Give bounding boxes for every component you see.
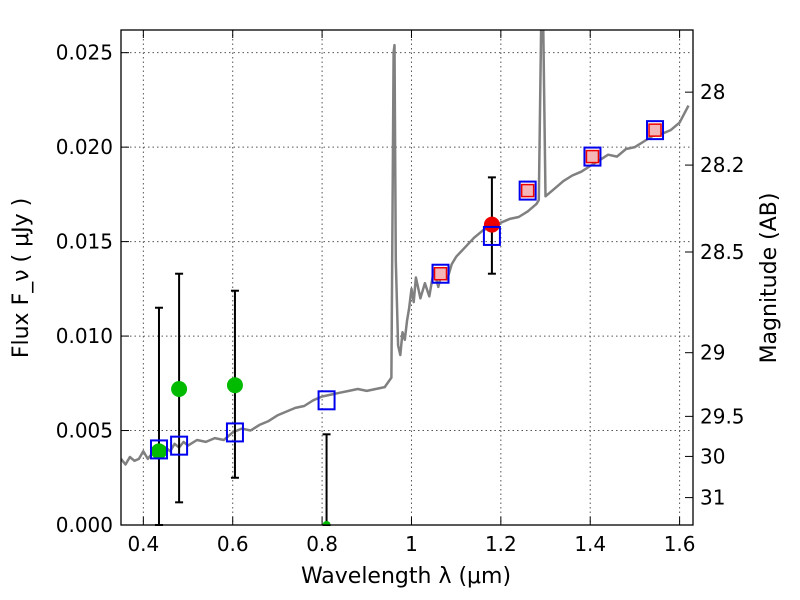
data-markers bbox=[149, 120, 665, 525]
magnitude-tick-label: 28.5 bbox=[700, 240, 745, 264]
x-tick-label: 0.4 bbox=[127, 532, 159, 556]
model-photometry-marker bbox=[149, 439, 168, 460]
magnitude-tick-label: 28 bbox=[700, 80, 725, 104]
x-tick-label: 0.6 bbox=[217, 532, 249, 556]
detection-marker bbox=[433, 266, 448, 281]
x-tick-label: 0.8 bbox=[306, 532, 338, 556]
magnitude-tick-labels: 28 28.2 28.5 29 29.5 30 31 bbox=[700, 80, 745, 509]
plot-frame bbox=[120, 29, 694, 526]
y-tick-label: 0.020 bbox=[56, 135, 113, 159]
model-photometry-marker bbox=[583, 146, 602, 167]
magnitude-axis-title: Magnitude (AB) bbox=[757, 193, 782, 364]
flux-point-marker bbox=[150, 443, 167, 460]
model-photometry-marker bbox=[482, 225, 501, 246]
magnitude-tick-label: 30 bbox=[700, 444, 725, 468]
detection-marker bbox=[585, 149, 600, 164]
x-tick-label: 1 bbox=[405, 532, 418, 556]
magnitude-tick-label: 28.2 bbox=[700, 153, 745, 177]
error-bars bbox=[154, 176, 496, 526]
x-axis-title: Wavelength λ (μm) bbox=[301, 564, 511, 589]
magnitude-tick-label: 29.5 bbox=[700, 404, 745, 428]
sed-template-line bbox=[121, 30, 690, 466]
flux-point-marker bbox=[322, 521, 331, 525]
detection-marker bbox=[648, 123, 662, 137]
y-tick-label: 0.015 bbox=[56, 230, 113, 254]
flux-point-marker bbox=[483, 216, 500, 233]
x-tick-label: 1.4 bbox=[574, 532, 606, 556]
axis-ticks bbox=[121, 30, 693, 526]
x-tick-label: 1.2 bbox=[485, 532, 517, 556]
sed-series bbox=[121, 30, 690, 466]
y-tick-label: 0.025 bbox=[56, 41, 113, 65]
magnitude-tick-label: 31 bbox=[700, 486, 725, 510]
magnitude-tick-label: 29 bbox=[700, 341, 725, 365]
model-photometry-marker bbox=[170, 435, 189, 456]
y-axis-title: Flux F_ν ( μJy ) bbox=[9, 198, 34, 358]
y-tick-label: 0.000 bbox=[56, 513, 113, 537]
grid-lines bbox=[121, 30, 693, 525]
y-tick-label: 0.005 bbox=[56, 419, 113, 443]
model-photometry-marker bbox=[431, 263, 450, 284]
model-photometry-marker bbox=[646, 120, 665, 141]
flux-point-marker bbox=[226, 377, 243, 394]
x-tick-labels: 0.4 0.6 0.8 1 1.2 1.4 1.6 bbox=[127, 532, 695, 556]
detection-marker bbox=[520, 183, 535, 198]
y-tick-labels: 0.000 0.005 0.010 0.015 0.020 0.025 bbox=[56, 41, 113, 537]
model-photometry-marker bbox=[518, 180, 537, 201]
model-photometry-marker bbox=[317, 390, 336, 411]
y-tick-label: 0.010 bbox=[56, 324, 113, 348]
model-photometry-marker bbox=[225, 422, 244, 443]
x-tick-label: 1.6 bbox=[664, 532, 696, 556]
flux-point-marker bbox=[171, 380, 188, 397]
